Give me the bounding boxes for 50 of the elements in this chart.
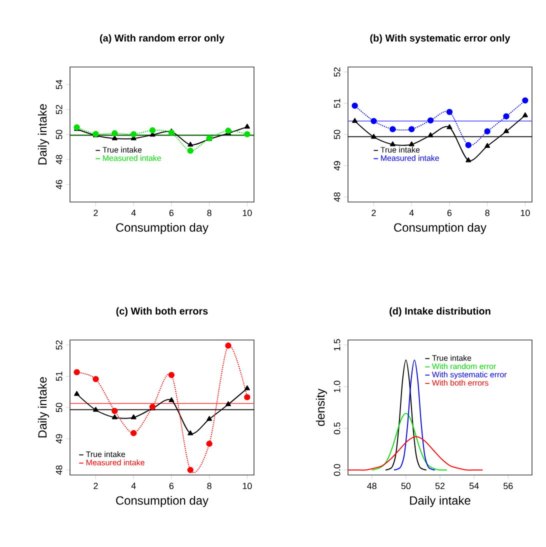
chart-title: (c) With both errors [116, 307, 208, 317]
y-tick-label: 48 [56, 154, 62, 164]
x-tick-label: 56 [504, 482, 513, 490]
y-tick-label: 52 [56, 104, 62, 114]
x-tick-label: 48 [367, 482, 376, 490]
y-tick-label: 51 [334, 98, 340, 108]
y-axis-title: Daily intake [38, 377, 50, 438]
x-tick-label: 54 [469, 482, 479, 490]
y-tick-label: 49 [56, 434, 62, 444]
y-tick-label: 52 [334, 67, 340, 77]
y-tick-label: 54 [56, 80, 62, 90]
y-axis-title: Daily intake [38, 104, 50, 164]
x-tick-label: 8 [207, 210, 212, 216]
x-tick-label: 4 [409, 210, 414, 216]
x-tick-label: 6 [169, 210, 174, 216]
x-tick-label: 6 [169, 482, 174, 490]
y-tick-label: 0.0 [334, 464, 340, 476]
chart-title: (b) With systematic error only [370, 34, 510, 44]
x-tick-label: 10 [242, 210, 252, 216]
x-tick-label: 2 [94, 482, 98, 490]
y-tick-label: 0.5 [334, 422, 340, 434]
y-tick-label: 48 [56, 465, 62, 475]
x-tick-label: 6 [447, 210, 452, 216]
y-tick-label: 51 [56, 372, 62, 381]
chart-title: (d) Intake distribution [390, 307, 490, 317]
y-tick-label: 50 [56, 130, 62, 140]
x-tick-label: 8 [485, 210, 490, 216]
x-tick-label: 2 [94, 210, 98, 216]
y-tick-label: 49 [334, 161, 340, 171]
y-tick-label: 1.0 [334, 380, 340, 392]
x-axis-title: Consumption day [394, 222, 486, 234]
y-tick-label: 46 [56, 180, 62, 190]
x-tick-label: 4 [131, 482, 136, 489]
y-tick-label: 52 [56, 340, 62, 350]
x-tick-label: 50 [401, 482, 411, 490]
y-tick-label: 1.5 [334, 339, 340, 351]
y-tick-label: 50 [56, 402, 62, 412]
x-tick-label: 4 [131, 210, 136, 216]
chart-title: (a) With random error only [100, 34, 224, 44]
x-axis-title: Consumption day [116, 222, 208, 234]
x-axis-title: Consumption day [116, 496, 208, 508]
x-tick-label: 10 [520, 210, 530, 216]
x-tick-label: 10 [242, 482, 252, 490]
y-tick-label: 50 [334, 130, 340, 140]
x-axis-title: Daily intake [410, 496, 470, 508]
x-tick-label: 2 [372, 210, 376, 216]
y-axis-title: density [316, 388, 328, 426]
x-tick-label: 52 [435, 482, 445, 490]
x-tick-label: 8 [207, 482, 212, 490]
y-tick-label: 48 [334, 192, 340, 202]
